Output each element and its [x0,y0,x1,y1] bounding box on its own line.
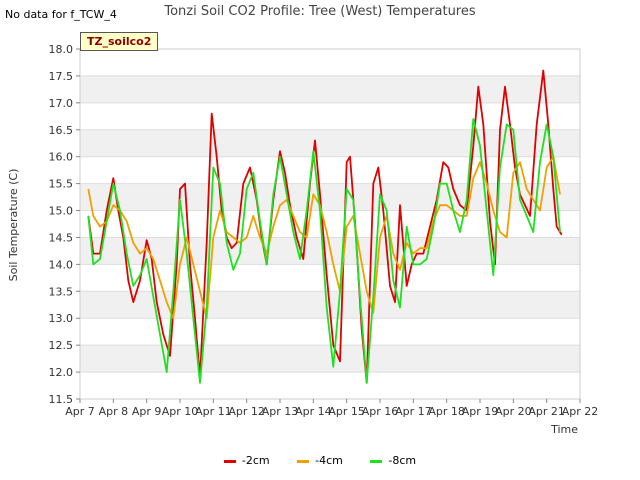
legend-label-4cm: -4cm [315,454,343,467]
series-line-minus2cm [87,69,563,384]
band-4 [80,264,580,292]
y-tick-label-2: 12.5 [49,339,74,352]
band-1 [80,345,580,373]
y-tick-label-11: 17.0 [49,97,74,110]
series-line-minus4cm [87,155,561,320]
x-tick-label-11: Apr 18 [428,405,465,418]
legend-swatch-2cm [223,459,236,463]
x-axis-label: Time [550,423,578,436]
background-bands [80,49,580,399]
legend-item-4cm: -4cm [297,454,343,467]
x-tick-label-13: Apr 20 [495,405,532,418]
x-tick-label-10: Apr 17 [395,405,432,418]
x-tick-label-8: Apr 15 [328,405,365,418]
x-tick-label-9: Apr 16 [362,405,399,418]
x-tick-label-5: Apr 12 [228,405,265,418]
y-tick-label-1: 12.0 [49,366,74,379]
legend-label-8cm: -8cm [388,454,417,467]
band-0 [80,372,580,399]
x-tick-label-1: Apr 8 [99,405,129,418]
x-tick-label-7: Apr 14 [295,405,332,418]
y-tick-label-0: 11.5 [49,393,74,406]
legend-item-2cm: -2cm [223,454,270,467]
site-badge: TZ_soilco2 [80,32,159,51]
no-data-note: No data for f_TCW_4 [5,8,117,21]
y-tick-label-8: 15.5 [49,178,74,191]
x-tick-label-6: Apr 13 [262,405,299,418]
legend-item-8cm: -8cm [370,454,416,467]
y-tick-label-13: 18.0 [49,43,74,56]
band-7 [80,183,580,211]
chart-title: Tonzi Soil CO2 Profile: Tree (West) Temp… [164,4,476,19]
x-tick-label-0: Apr 7 [65,405,95,418]
plot-frame [79,48,581,400]
band-11 [80,75,580,103]
x-tick-label-4: Apr 11 [195,405,232,418]
y-axis-label: Soil Temperature (C) [7,169,20,282]
band-9 [80,129,580,157]
band-6 [80,210,580,238]
band-8 [80,156,580,184]
legend-swatch-4cm [297,459,310,463]
x-tick-label-14: Apr 21 [528,405,565,418]
legend-label-2cm: -2cm [241,454,270,467]
y-tick-label-5: 14.0 [49,258,74,271]
band-10 [80,102,580,130]
y-tick-label-7: 15.0 [49,205,74,218]
series-line-minus8cm [87,118,561,384]
legend-swatch-8cm [370,459,383,463]
legend: -2cm -4cm -8cm [0,454,640,467]
x-tick-label-12: Apr 19 [462,405,499,418]
band-12 [80,49,580,76]
y-tick-label-4: 13.5 [49,285,74,298]
y-tick-label-6: 14.5 [49,231,74,244]
y-tick-label-9: 16.0 [49,151,74,164]
x-tick-label-3: Apr 10 [162,405,199,418]
x-tick-label-2: Apr 9 [132,405,162,418]
y-axis-ticks: 11.5 12.0 12.5 13.0 13.5 14.0 14.5 15.0 15.5 16.0… [49,43,80,406]
series-lines [87,69,563,384]
y-tick-label-12: 17.5 [49,70,74,83]
x-tick-label-15: Apr 22 [562,405,599,418]
y-tick-label-3: 13.0 [49,312,74,325]
y-tick-label-10: 16.5 [49,124,74,137]
